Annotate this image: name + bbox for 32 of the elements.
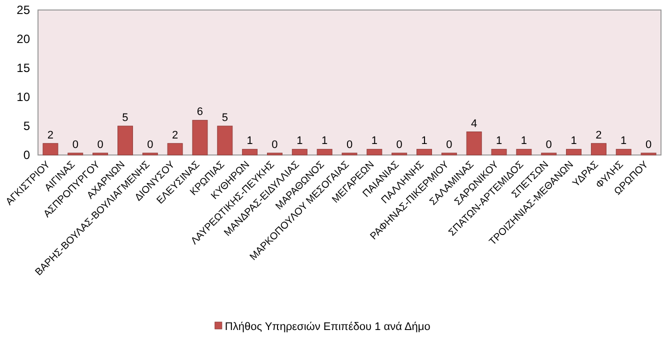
data-label: 0 bbox=[396, 139, 402, 151]
data-label: 1 bbox=[322, 135, 328, 148]
data-label: 0 bbox=[546, 139, 552, 151]
data-label: 2 bbox=[596, 129, 602, 142]
y-tick-label: 10 bbox=[16, 90, 30, 104]
data-label: 0 bbox=[97, 139, 104, 151]
data-label: 1 bbox=[570, 135, 577, 148]
data-label: 1 bbox=[246, 135, 253, 148]
data-label: 1 bbox=[520, 135, 528, 148]
data-label: 0 bbox=[72, 139, 78, 151]
y-tick-label: 5 bbox=[23, 119, 30, 134]
data-label: 5 bbox=[222, 112, 228, 124]
data-label: 2 bbox=[172, 129, 178, 142]
data-label: 0 bbox=[446, 139, 452, 151]
data-label: 0 bbox=[147, 139, 154, 151]
y-tick-label: 25 bbox=[16, 3, 30, 18]
y-tick-label: 20 bbox=[16, 32, 30, 46]
data-label: 1 bbox=[296, 135, 303, 148]
y-tick-label: 0 bbox=[23, 148, 30, 162]
data-label: 0 bbox=[272, 139, 278, 151]
data-label: 1 bbox=[371, 135, 378, 148]
data-label: 6 bbox=[196, 106, 204, 118]
data-label: 0 bbox=[346, 139, 353, 151]
y-tick-label: 15 bbox=[16, 61, 30, 76]
legend-label: Πλήθος Υπηρεσιών Επιπέδου 1 ανά Δήμο bbox=[224, 320, 430, 333]
data-label: 5 bbox=[122, 112, 128, 124]
data-label: 0 bbox=[645, 139, 652, 151]
data-label: 1 bbox=[620, 135, 627, 148]
data-label: 1 bbox=[421, 135, 428, 148]
data-label: 4 bbox=[471, 118, 478, 130]
data-label: 1 bbox=[496, 135, 502, 148]
data-label: 2 bbox=[47, 129, 54, 142]
